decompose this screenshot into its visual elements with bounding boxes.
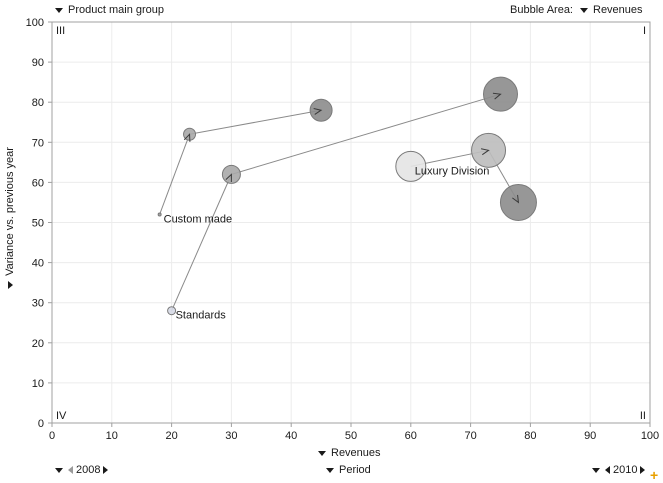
step-forward-icon[interactable] <box>103 466 109 474</box>
x-tick-label: 100 <box>641 430 659 442</box>
x-tick-label: 10 <box>106 430 118 442</box>
x-tick-label: 60 <box>405 430 417 442</box>
trail-arrowhead <box>225 173 232 182</box>
period-end-value: 2010 <box>613 464 638 476</box>
x-axis-label: Revenues <box>331 447 381 459</box>
dropdown-arrow-icon <box>318 450 326 456</box>
bubble[interactable] <box>167 306 177 316</box>
period-end-control[interactable]: 2010 <box>592 464 646 476</box>
trail-arrowhead <box>492 92 502 100</box>
trail-arrowhead <box>313 108 323 115</box>
bubbles <box>157 76 537 316</box>
trail-arrows <box>183 92 520 204</box>
series-label: Custom made <box>164 213 232 225</box>
trail-arrowhead <box>480 148 490 156</box>
y-tick-label: 30 <box>32 298 44 310</box>
trail-arrowhead <box>512 194 520 204</box>
y-tick-label: 80 <box>32 97 44 109</box>
step-back-icon[interactable] <box>68 466 73 474</box>
trail-segment <box>189 109 322 135</box>
period-selector[interactable]: Period <box>326 464 371 476</box>
y-tick-label: 90 <box>32 57 44 69</box>
period-start-control[interactable]: 2008 <box>55 464 109 476</box>
dropdown-arrow-icon <box>326 467 334 473</box>
add-icon[interactable]: + <box>650 467 659 483</box>
axis-ticks: 0 10 20 30 40 50 60 70 80 90 100 0 10 20 30 40 50 60 70 80 9… <box>26 17 660 442</box>
series-label: Luxury Division <box>415 165 490 177</box>
x-tick-label: 70 <box>464 430 476 442</box>
x-tick-label: 0 <box>49 430 55 442</box>
bubble-area-selector[interactable]: Bubble Area: Revenues <box>510 4 643 16</box>
color-by-selector[interactable]: Product main group <box>55 4 164 16</box>
bubble-area-prefix: Bubble Area: <box>510 4 573 16</box>
x-tick-label: 20 <box>165 430 177 442</box>
dropdown-arrow-icon <box>580 7 588 13</box>
series-label: Standards <box>176 310 227 322</box>
y-tick-label: 60 <box>32 177 44 189</box>
bubble[interactable] <box>395 150 427 182</box>
y-tick-label: 10 <box>32 378 44 390</box>
period-label: Period <box>339 464 371 476</box>
x-tick-label: 50 <box>345 430 357 442</box>
quadrant-label-top-right: I <box>643 25 646 37</box>
trail-segment <box>231 93 501 175</box>
y-tick-label: 50 <box>32 218 44 230</box>
grid <box>51 21 651 424</box>
y-tick-label: 20 <box>32 338 44 350</box>
y-tick-label: 100 <box>26 17 44 29</box>
trail-segment <box>159 134 191 215</box>
step-forward-icon[interactable] <box>640 466 646 474</box>
y-tick-label: 0 <box>38 418 44 430</box>
quadrant-label-bottom-right: II <box>640 410 646 422</box>
step-back-icon[interactable] <box>605 466 610 474</box>
x-tick-label: 40 <box>285 430 297 442</box>
quadrant-label-bottom-left: IV <box>56 410 67 422</box>
quadrant-labels: III I IV II <box>56 25 646 422</box>
x-tick-label: 30 <box>225 430 237 442</box>
bubble-area-value: Revenues <box>593 4 643 16</box>
x-axis-selector[interactable]: Revenues <box>318 447 381 459</box>
period-start-value: 2008 <box>76 464 101 476</box>
x-tick-label: 90 <box>584 430 596 442</box>
x-tick-label: 80 <box>524 430 536 442</box>
series-labels: Custom made Standards Luxury Division <box>164 165 490 321</box>
trail-lines <box>159 93 519 311</box>
y-tick-label: 70 <box>32 137 44 149</box>
bubble[interactable] <box>157 212 162 217</box>
dropdown-arrow-icon <box>55 467 63 473</box>
quadrant-label-top-left: III <box>56 25 65 37</box>
y-tick-label: 40 <box>32 258 44 270</box>
dropdown-arrow-icon <box>592 467 600 473</box>
dropdown-arrow-icon <box>55 7 63 13</box>
color-by-label: Product main group <box>68 4 164 16</box>
trail-arrowhead <box>183 133 191 142</box>
trail-segment <box>171 174 232 311</box>
